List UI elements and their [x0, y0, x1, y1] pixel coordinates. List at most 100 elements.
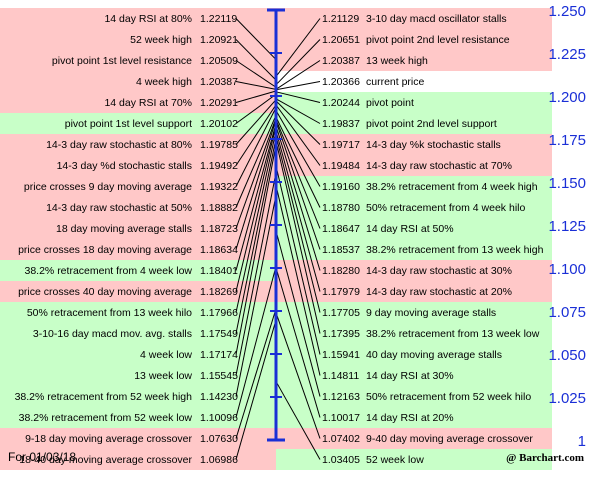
right-level-value: 1.10017 [322, 412, 360, 424]
left-connector-line [235, 125, 277, 292]
left-row-bg [0, 239, 276, 260]
left-level-label: 38.2% retracement from 52 week high [14, 391, 192, 403]
left-level-value: 1.20291 [200, 97, 238, 109]
left-connector-line [235, 266, 277, 418]
left-connector-line [235, 195, 277, 397]
left-row-bg [0, 344, 276, 365]
right-level-label: 14-3 day raw stochastic at 20% [366, 286, 512, 298]
right-row-bg [276, 155, 552, 176]
right-level-value: 1.19484 [322, 160, 360, 172]
left-level-value: 1.17174 [200, 349, 238, 361]
axis-tick-label: 1.250 [548, 3, 586, 20]
right-level-label: 3-10 day macd oscillator stalls [366, 13, 507, 25]
right-level-label: pivot point 2nd level resistance [366, 34, 510, 46]
right-row-bg [276, 428, 552, 449]
left-row-bg [0, 8, 276, 29]
right-row-bg [276, 323, 552, 344]
right-row-bg [276, 50, 552, 71]
right-level-value: 1.15941 [322, 349, 360, 361]
right-level-value: 1.18537 [322, 244, 360, 256]
right-level-value: 1.19837 [322, 118, 360, 130]
right-row-bg [276, 113, 552, 134]
right-connector-line [275, 312, 321, 439]
left-level-value: 1.18269 [200, 286, 238, 298]
right-row-bg [276, 176, 552, 197]
left-level-value: 1.17966 [200, 307, 238, 319]
left-row-bg [0, 29, 276, 50]
left-connector-line [235, 115, 277, 208]
right-level-value: 1.21129 [322, 13, 360, 25]
right-level-label: 14-3 day raw stochastic at 70% [366, 160, 512, 172]
right-connector-line [275, 165, 321, 355]
right-row-bg [276, 449, 552, 470]
right-connector-line [275, 39, 321, 86]
right-row-bg [276, 344, 552, 365]
right-connector-line [275, 230, 321, 397]
left-row-bg [0, 113, 276, 134]
right-level-label: 13 week high [366, 55, 428, 67]
axis-tick-label: 1.050 [548, 347, 586, 364]
left-level-label: 3-10-16 day macd mov. avg. stalls [32, 328, 192, 340]
right-row-bg [276, 92, 552, 113]
right-connector-line [275, 130, 321, 292]
left-level-value: 1.19492 [200, 160, 238, 172]
left-level-label: 13 week low [134, 370, 192, 382]
right-row-bg [276, 71, 552, 92]
right-level-label: 14 day RSI at 50% [366, 223, 454, 235]
left-connector-line [235, 18, 277, 60]
right-connector-line [275, 116, 321, 208]
right-connector-line [275, 267, 321, 418]
left-row-bg [0, 449, 276, 470]
right-connector-line [275, 121, 321, 250]
right-row-bg [276, 260, 552, 281]
left-level-value: 1.18723 [200, 223, 238, 235]
right-level-label: pivot point 2nd level support [366, 118, 497, 130]
axis-tick-label: 1.100 [548, 261, 586, 278]
left-level-value: 1.18401 [200, 265, 238, 277]
left-level-label: 14 day RSI at 70% [104, 97, 192, 109]
chart-date: For 01/03/18 [8, 450, 77, 464]
right-connector-line [275, 125, 321, 271]
left-row-bg [0, 176, 276, 197]
left-level-value: 1.06986 [200, 454, 238, 466]
right-level-label: 50% retracement from 4 week hilo [366, 202, 526, 214]
right-level-value: 1.03405 [322, 454, 360, 466]
left-level-label: pivot point 1st level resistance [51, 55, 192, 67]
left-connector-line [235, 172, 277, 376]
left-connector-line [235, 130, 277, 313]
right-level-label: 9-40 day moving average crossover [366, 433, 533, 445]
left-connector-line [235, 81, 277, 90]
right-level-value: 1.20387 [322, 55, 360, 67]
right-row-bg [276, 197, 552, 218]
left-connector-line [235, 319, 277, 460]
left-level-value: 1.18634 [200, 244, 238, 256]
left-row-bg [0, 386, 276, 407]
axis-tick-label: 1.025 [548, 390, 586, 407]
left-row-bg [0, 407, 276, 428]
left-level-value: 1.20102 [200, 118, 238, 130]
left-row-bg [0, 92, 276, 113]
left-level-label: 4 week low [140, 349, 192, 361]
right-row-bg [276, 8, 552, 29]
right-level-label: current price [366, 76, 425, 88]
left-level-label: price crosses 18 day moving average [18, 244, 192, 256]
left-connector-line [235, 308, 277, 439]
right-level-label: 38.2% retracement from 13 week high [366, 244, 544, 256]
left-connector-line [235, 60, 277, 88]
left-level-label: 9-18 day moving average crossover [25, 433, 192, 445]
left-connector-line [235, 104, 277, 166]
left-row-bg [0, 71, 276, 92]
right-level-value: 1.17705 [322, 307, 360, 319]
left-connector-line [235, 117, 277, 229]
left-level-label: 14-3 day raw stochastic at 50% [46, 202, 192, 214]
right-level-label: pivot point [366, 97, 414, 109]
left-connector-line [235, 144, 277, 355]
left-level-value: 1.22119 [200, 13, 238, 25]
left-connector-line [235, 138, 277, 334]
left-row-bg [0, 365, 276, 386]
right-level-value: 1.17979 [322, 286, 360, 298]
right-row-bg [276, 29, 552, 50]
left-row-bg [0, 218, 276, 239]
right-level-label: 14 day RSI at 20% [366, 412, 454, 424]
